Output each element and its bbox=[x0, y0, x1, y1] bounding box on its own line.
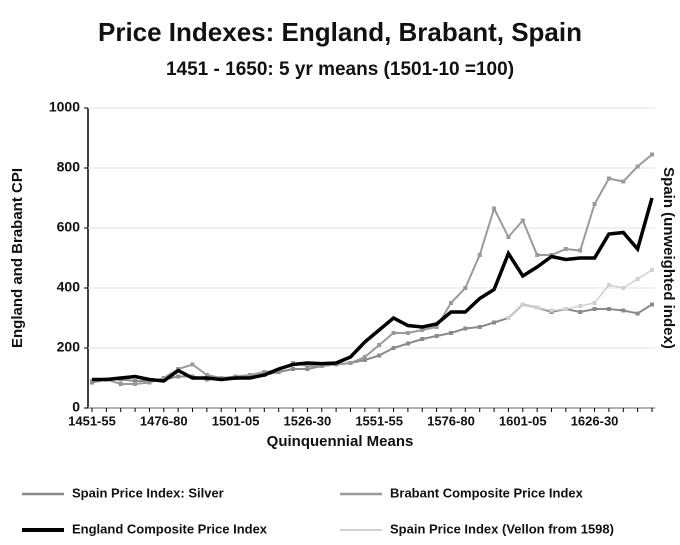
legend-label: Spain Price Index: Silver bbox=[72, 485, 224, 500]
point-marker bbox=[118, 382, 123, 386]
legend-label: Spain Price Index (Vellon from 1598) bbox=[390, 521, 614, 536]
x-axis-label: Quinquennial Means bbox=[267, 433, 414, 450]
legend-label: England Composite Price Index bbox=[72, 521, 268, 536]
y-tick-label: 800 bbox=[57, 159, 81, 175]
point-marker bbox=[133, 382, 138, 386]
point-marker bbox=[578, 304, 583, 308]
point-marker bbox=[492, 320, 497, 325]
point-marker bbox=[291, 367, 296, 371]
series-line bbox=[92, 197, 654, 383]
point-marker bbox=[362, 358, 367, 362]
point-marker bbox=[563, 247, 568, 251]
point-marker bbox=[650, 302, 654, 307]
point-marker bbox=[434, 325, 439, 329]
x-tick-label: 1576-80 bbox=[427, 413, 475, 428]
x-tick-label: 1451-55 bbox=[68, 413, 116, 428]
point-marker bbox=[405, 331, 410, 335]
point-marker bbox=[305, 367, 310, 371]
x-tick-label: 1476-80 bbox=[140, 413, 188, 428]
point-marker bbox=[578, 248, 583, 253]
point-marker bbox=[650, 152, 654, 157]
point-marker bbox=[535, 305, 540, 310]
point-marker bbox=[635, 311, 640, 316]
point-marker bbox=[420, 337, 425, 341]
point-marker bbox=[477, 253, 482, 257]
x-tick-label: 1501-05 bbox=[212, 413, 260, 428]
point-marker bbox=[448, 301, 453, 305]
point-marker bbox=[549, 308, 554, 313]
point-marker bbox=[391, 331, 396, 335]
point-marker bbox=[606, 307, 611, 311]
point-marker bbox=[391, 346, 396, 350]
point-marker bbox=[650, 268, 654, 272]
y2-axis-label: Spain (unweighted index) bbox=[660, 167, 677, 349]
point-marker bbox=[606, 176, 611, 181]
y-tick-label: 600 bbox=[57, 219, 81, 235]
point-marker bbox=[434, 334, 439, 338]
point-marker bbox=[405, 341, 410, 346]
legend-label: Brabant Composite Price Index bbox=[390, 485, 584, 500]
point-marker bbox=[362, 355, 367, 359]
y-tick-label: 0 bbox=[72, 399, 80, 415]
point-marker bbox=[319, 364, 324, 368]
point-marker bbox=[448, 331, 453, 335]
point-marker bbox=[305, 364, 310, 368]
chart-title: Price Indexes: England, Brabant, Spain bbox=[98, 17, 582, 47]
point-marker bbox=[262, 370, 267, 374]
point-marker bbox=[420, 328, 425, 332]
point-marker bbox=[592, 202, 597, 206]
chart-subtitle: 1451 - 1650: 5 yr means (1501-10 =100) bbox=[166, 59, 514, 80]
point-marker bbox=[520, 302, 525, 307]
x-tick-label: 1551-55 bbox=[355, 413, 403, 428]
x-tick-label: 1526-30 bbox=[284, 413, 332, 428]
point-marker bbox=[463, 286, 468, 290]
point-marker bbox=[563, 307, 568, 311]
point-marker bbox=[621, 179, 626, 184]
point-marker bbox=[492, 206, 497, 211]
point-marker bbox=[635, 164, 640, 169]
point-marker bbox=[506, 316, 511, 320]
point-marker bbox=[578, 310, 583, 314]
point-marker bbox=[520, 218, 525, 223]
point-marker bbox=[506, 235, 511, 239]
point-marker bbox=[463, 326, 468, 331]
y-axis-label: England and Brabant CPI bbox=[9, 168, 26, 348]
point-marker bbox=[133, 379, 138, 383]
point-marker bbox=[190, 362, 195, 367]
y-tick-label: 400 bbox=[57, 279, 81, 295]
point-marker bbox=[176, 374, 181, 379]
point-marker bbox=[247, 373, 252, 377]
point-marker bbox=[592, 301, 597, 305]
point-marker bbox=[161, 376, 166, 380]
y-tick-label: 200 bbox=[57, 339, 81, 355]
point-marker bbox=[204, 373, 209, 377]
point-marker bbox=[535, 253, 540, 257]
y-tick-label: 1000 bbox=[49, 99, 80, 115]
series-line bbox=[91, 153, 653, 385]
x-tick-label: 1601-05 bbox=[499, 413, 547, 428]
point-marker bbox=[147, 380, 152, 385]
point-marker bbox=[377, 353, 382, 358]
point-marker bbox=[477, 325, 482, 329]
point-marker bbox=[635, 277, 640, 281]
point-marker bbox=[606, 283, 611, 287]
point-marker bbox=[621, 308, 626, 313]
point-marker bbox=[592, 307, 597, 311]
x-tick-label: 1626-30 bbox=[571, 413, 619, 428]
point-marker bbox=[621, 286, 626, 290]
point-marker bbox=[348, 361, 353, 365]
point-marker bbox=[377, 343, 382, 347]
